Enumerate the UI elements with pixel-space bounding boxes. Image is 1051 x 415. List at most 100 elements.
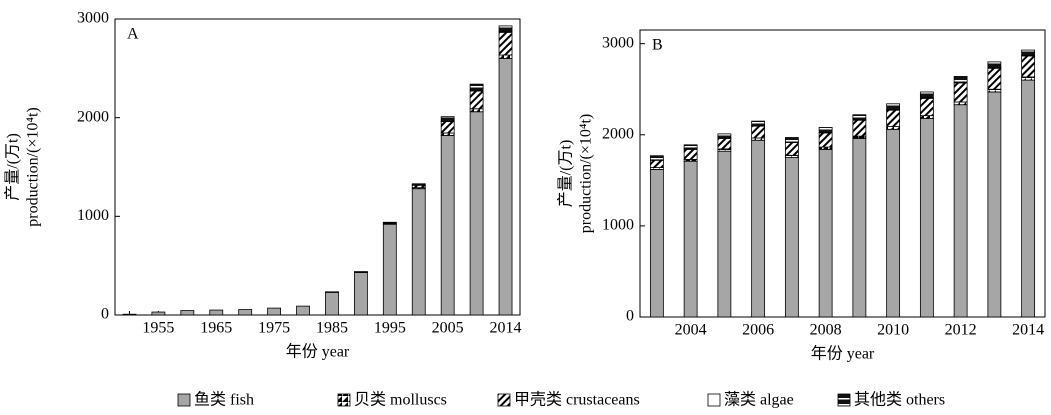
bar-segment xyxy=(498,31,513,56)
y-tick-label: 0 xyxy=(101,306,109,323)
bar-segment xyxy=(440,116,455,122)
x-tick-label: 2008 xyxy=(810,322,842,339)
x-tick-label: 2006 xyxy=(742,322,774,339)
y-tick-label: 2000 xyxy=(602,125,634,142)
x-axis-label: 年份 year xyxy=(286,343,350,361)
bar-segment xyxy=(751,120,766,127)
y-tick-label: 1000 xyxy=(602,217,634,234)
bar-segment xyxy=(151,311,166,316)
bar-segment xyxy=(1021,76,1036,81)
x-tick-label: 1955 xyxy=(142,320,174,337)
bar-segment xyxy=(469,111,484,316)
x-tick-label: 2014 xyxy=(490,320,522,337)
y-axis-label: 产量/(万t) xyxy=(4,133,22,201)
bar-segment xyxy=(209,309,224,316)
bar-segment xyxy=(919,97,934,117)
bar-segment xyxy=(919,115,934,119)
y-tick-label: 3000 xyxy=(602,34,634,51)
bar-segment xyxy=(1021,55,1036,78)
bar-segment xyxy=(683,144,698,150)
legend-swatch xyxy=(177,393,191,407)
bar-segment xyxy=(717,150,732,318)
legend-swatch xyxy=(837,393,851,407)
plot-frame xyxy=(114,18,521,316)
bar-segment xyxy=(1021,49,1036,56)
bar-segment xyxy=(649,159,664,168)
bar-segment xyxy=(382,221,397,224)
bar-segment xyxy=(296,305,310,316)
bar-segment xyxy=(987,61,1002,69)
bar-segment xyxy=(852,114,867,121)
legend-label: 甲壳类 crustaceans xyxy=(514,391,640,409)
bar-segment xyxy=(180,310,195,316)
bar-segment xyxy=(919,91,934,99)
bar-segment xyxy=(953,76,968,83)
y-axis-label: 产量/(万t) xyxy=(557,140,575,208)
bar-segment xyxy=(886,126,901,130)
y-tick-label: 0 xyxy=(626,308,634,325)
bar-segment xyxy=(325,291,339,316)
bar-segment xyxy=(751,139,766,318)
bar-segment xyxy=(382,223,397,316)
bar-segment xyxy=(469,83,484,91)
bar-segment xyxy=(469,90,484,110)
x-tick-label: 1995 xyxy=(374,320,406,337)
bar-segment xyxy=(987,91,1002,318)
bar-segment xyxy=(267,307,282,316)
bar-segment xyxy=(818,127,833,133)
bar-segment xyxy=(1021,79,1036,318)
bar-segment xyxy=(683,148,698,160)
y-tick-label: 2000 xyxy=(77,108,109,125)
bar-segment xyxy=(122,313,137,316)
legend-swatch xyxy=(707,393,721,407)
legend-swatch xyxy=(497,393,511,407)
x-tick-label: 1985 xyxy=(316,320,348,337)
bar-segment xyxy=(886,103,901,111)
y-tick-label: 1000 xyxy=(77,207,109,224)
x-axis-label: 年份 year xyxy=(811,345,875,363)
x-tick-label: 2005 xyxy=(432,320,464,337)
bar-segment xyxy=(953,101,968,106)
bar-segment xyxy=(784,157,799,318)
legend-label: 藻类 algae xyxy=(724,391,794,409)
bar-segment xyxy=(440,135,455,316)
bar-segment xyxy=(411,188,426,316)
y-tick-label: 3000 xyxy=(77,10,109,27)
legend-swatch xyxy=(337,393,351,407)
panel-label: A xyxy=(127,26,139,43)
bar-segment xyxy=(818,132,833,148)
bar-segment xyxy=(751,125,766,139)
bar-segment xyxy=(498,58,513,316)
legend-label: 贝类 molluscs xyxy=(354,391,447,409)
bar-segment xyxy=(498,25,513,33)
x-tick-label: 2012 xyxy=(945,322,977,339)
bar-segment xyxy=(953,82,968,103)
x-tick-label: 2010 xyxy=(877,322,909,339)
y-axis-label: production/(×10⁴t) xyxy=(25,107,42,226)
bar-segment xyxy=(717,133,732,139)
y-axis-label: production/(×10⁴t) xyxy=(578,114,595,233)
legend: 鱼类 fish 贝类 molluscs 甲壳类 crustaceans 藻类 alga… xyxy=(177,391,945,409)
bar-segment xyxy=(784,142,799,156)
x-tick-label: 1965 xyxy=(200,320,232,337)
bar-segment xyxy=(919,117,934,318)
bar-segment xyxy=(353,272,368,316)
legend-label: 其他类 others xyxy=(854,391,945,409)
bar-segment xyxy=(649,168,664,318)
bar-segment xyxy=(818,148,833,318)
plot-frame xyxy=(639,29,1046,318)
bar-segment xyxy=(987,88,1002,93)
x-tick-label: 2004 xyxy=(675,322,707,339)
bar-segment xyxy=(852,138,867,318)
bar-segment xyxy=(717,138,732,150)
panel-label: B xyxy=(652,37,663,54)
bar-segment xyxy=(886,109,901,127)
bar-segment xyxy=(683,160,698,318)
bar-segment xyxy=(886,128,901,318)
bar-segment xyxy=(649,155,664,161)
bar-segment xyxy=(784,137,799,143)
bar-segment xyxy=(953,104,968,318)
x-tick-label: 2014 xyxy=(1012,322,1044,339)
